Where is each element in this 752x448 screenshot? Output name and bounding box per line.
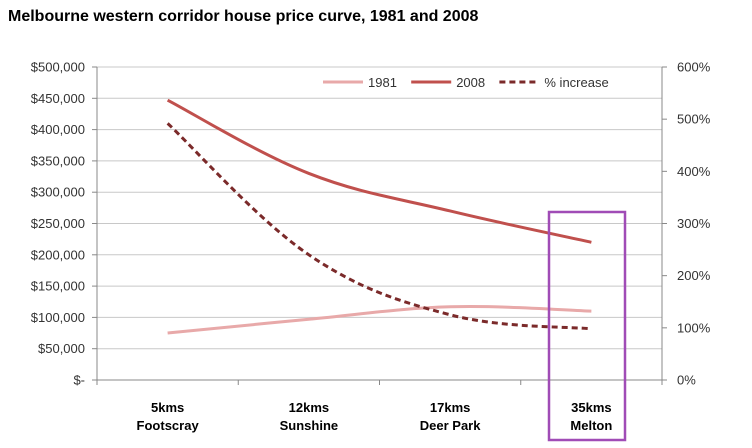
right-tick-label: 600% — [677, 60, 711, 75]
category-label: 12kms Sunshine — [280, 400, 339, 433]
left-tick-label: $350,000 — [31, 153, 85, 168]
right-tick-label: 100% — [677, 320, 711, 335]
left-tick-label: $450,000 — [31, 91, 85, 106]
right-tick-label: 300% — [677, 216, 711, 231]
left-tick-label: $250,000 — [31, 216, 85, 231]
left-tick-label: $200,000 — [31, 247, 85, 262]
right-tick-label: 500% — [677, 112, 711, 127]
legend-label-2008: 2008 — [456, 75, 485, 90]
series-line-increase — [166, 122, 592, 331]
series-line-2008 — [166, 98, 592, 244]
left-tick-label: $150,000 — [31, 279, 85, 294]
left-tick-label: $100,000 — [31, 310, 85, 325]
left-tick-label: $50,000 — [38, 341, 85, 356]
left-tick-label: $300,000 — [31, 185, 85, 200]
legend-label-increase: % increase — [544, 75, 608, 90]
series-line-1981 — [167, 305, 592, 335]
right-tick-label: 400% — [677, 164, 711, 179]
chart-title: Melbourne western corridor house price c… — [8, 8, 479, 25]
right-tick-label: 0% — [677, 373, 696, 388]
right-tick-label: 200% — [677, 268, 711, 283]
left-tick-label: $- — [73, 373, 85, 388]
left-tick-label: $500,000 — [31, 60, 85, 75]
left-tick-label: $400,000 — [31, 122, 85, 137]
legend-label-1981: 1981 — [368, 75, 397, 90]
category-label: 17kms Deer Park — [420, 400, 481, 433]
category-label: 35kms Melton — [570, 400, 612, 433]
category-label: 5kms Footscray — [137, 400, 200, 433]
highlight-box — [547, 210, 627, 442]
